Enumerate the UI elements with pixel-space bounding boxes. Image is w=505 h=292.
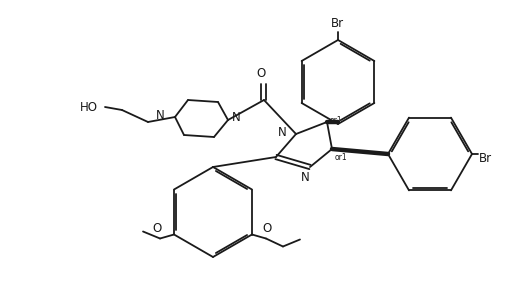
Text: HO: HO: [80, 100, 98, 114]
Text: or1: or1: [334, 152, 347, 161]
Text: O: O: [152, 222, 161, 234]
Text: or1: or1: [329, 116, 342, 124]
Text: O: O: [262, 222, 271, 234]
Text: Br: Br: [478, 152, 491, 164]
Text: N: N: [231, 110, 240, 124]
Text: N: N: [156, 109, 165, 121]
Text: Br: Br: [330, 17, 343, 30]
Text: N: N: [300, 171, 309, 183]
Text: N: N: [277, 126, 286, 138]
Text: O: O: [256, 67, 265, 80]
